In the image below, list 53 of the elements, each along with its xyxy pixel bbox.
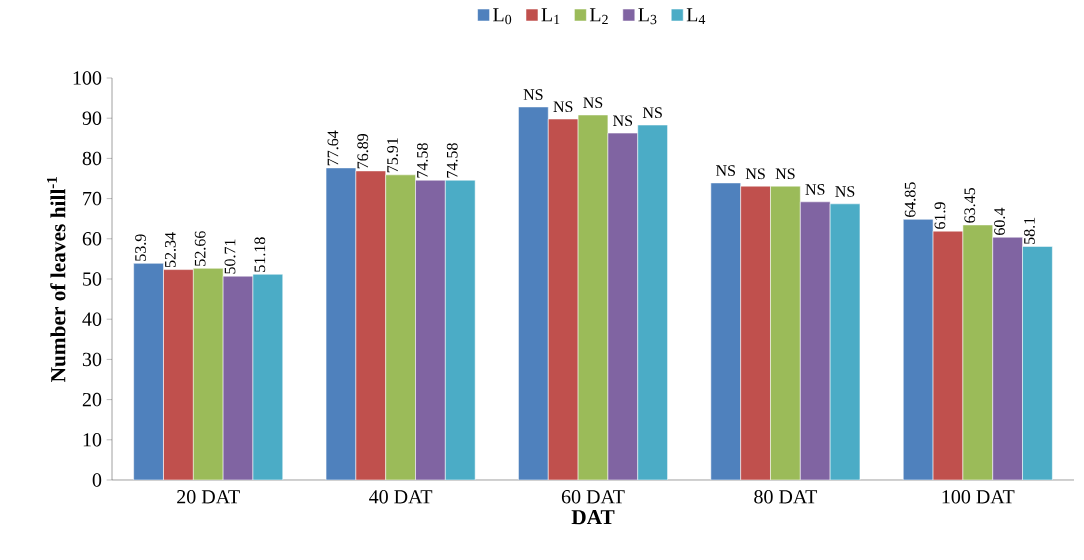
bar (548, 118, 579, 480)
legend-label: L$_{0}$ (493, 8, 512, 25)
x-tick-label: 100 DAT (942, 490, 1015, 504)
bar (163, 269, 194, 480)
data-label: 63.45 (964, 187, 976, 223)
y-axis-title: Number of leaves hill$^{-1}$ (47, 177, 66, 383)
data-label: NS (642, 107, 662, 119)
x-axis-title: DAT (571, 510, 615, 525)
y-tick-label: 10 (83, 433, 102, 447)
data-label: NS (835, 186, 855, 197)
data-label: 61.9 (934, 202, 946, 229)
data-label: 50.71 (224, 239, 236, 274)
data-label: 60.4 (994, 207, 1006, 235)
data-label: 76.89 (357, 133, 369, 169)
data-label: 52.66 (194, 231, 206, 266)
legend-label: L$_{1}$ (541, 8, 560, 25)
y-tick-label: 60 (82, 232, 102, 246)
data-label: 52.34 (164, 232, 176, 268)
data-label: NS (583, 97, 603, 109)
legend-label: L$_{2}$ (589, 8, 608, 25)
data-label: NS (553, 101, 573, 113)
data-label: NS (775, 168, 795, 180)
y-tick-label: 50 (83, 272, 102, 286)
y-tick-label: 100 (73, 71, 102, 85)
x-tick-label: 40 DAT (369, 490, 433, 504)
legend-label: L$_{4}$ (686, 8, 706, 25)
y-tick-label: 0 (92, 473, 102, 487)
data-label: NS (745, 168, 765, 180)
bar (932, 230, 964, 480)
data-label: 58.1 (1024, 217, 1035, 244)
y-tick-label: 70 (83, 191, 102, 206)
bar (355, 170, 386, 480)
x-tick-label: 20 DAT (177, 490, 240, 504)
legend-label: L$_{3}$ (638, 8, 657, 25)
data-label: 51.18 (254, 237, 266, 272)
data-label: NS (523, 89, 543, 100)
y-tick-label: 30 (82, 352, 102, 367)
data-label: 75.91 (387, 138, 399, 173)
y-tick-label: 90 (82, 111, 102, 125)
bar (740, 185, 771, 480)
data-label: NS (716, 165, 735, 176)
data-label: NS (805, 184, 825, 195)
y-tick-label: 80 (82, 151, 102, 166)
data-label: 74.58 (446, 143, 458, 178)
data-label: 53.9 (135, 234, 146, 261)
data-label: NS (613, 115, 633, 127)
data-label: 64.85 (904, 182, 916, 218)
x-tick-label: 60 DAT (561, 490, 625, 504)
y-tick-label: 40 (82, 312, 102, 326)
data-label: 77.64 (327, 130, 339, 166)
data-label: 74.58 (416, 143, 428, 178)
y-tick-label: 20 (82, 392, 102, 407)
x-tick-label: 80 DAT (754, 490, 818, 504)
